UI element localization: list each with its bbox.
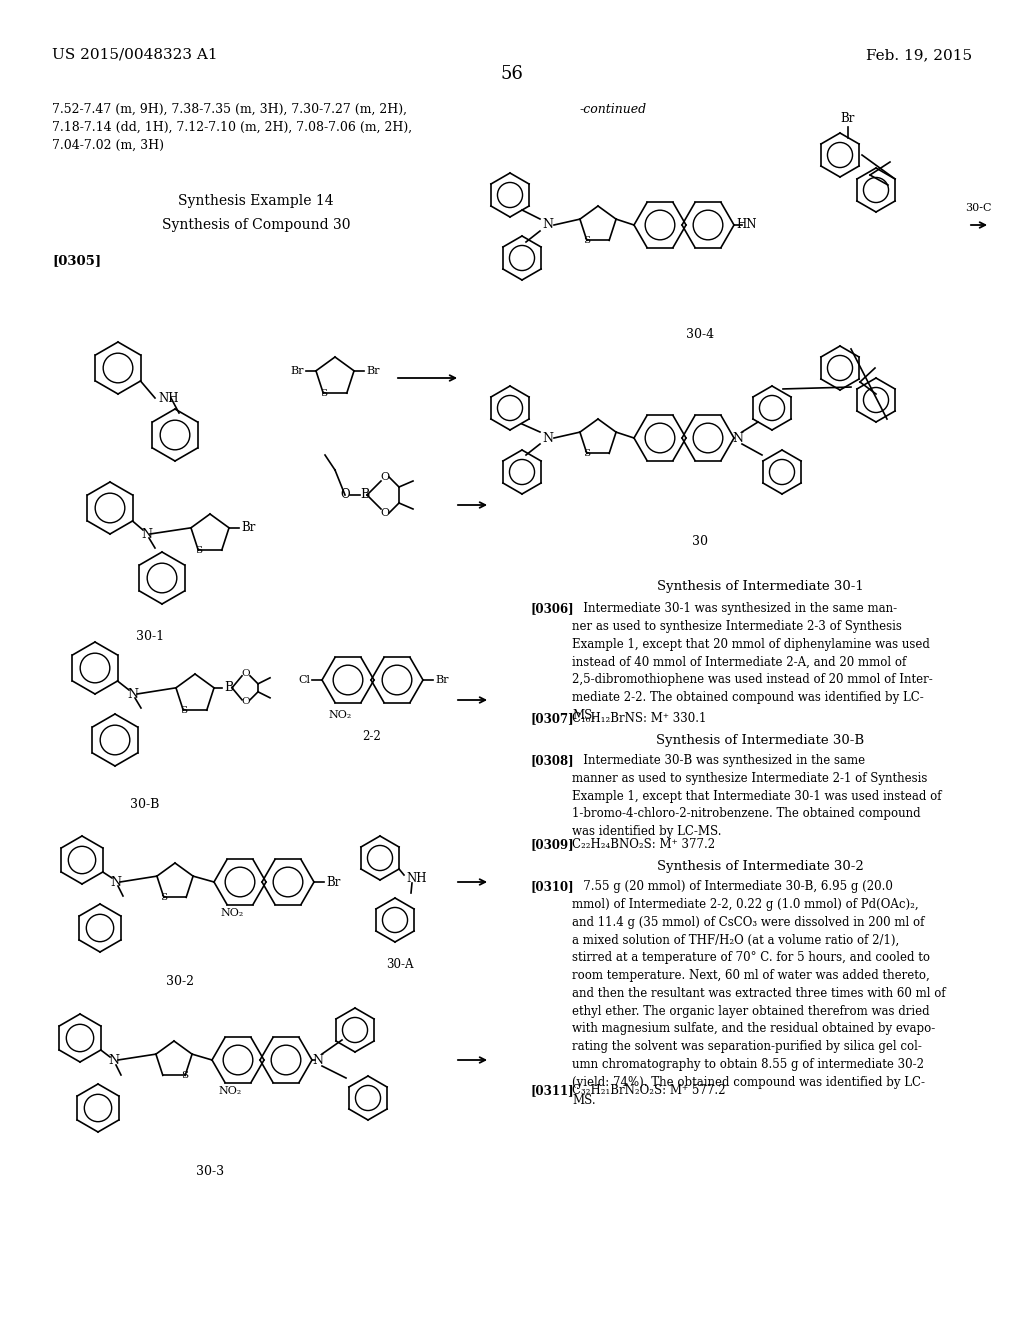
Text: S: S [161,892,167,902]
Text: Br: Br [435,675,449,685]
Text: 7.55 g (20 mmol) of Intermediate 30-B, 6.95 g (20.0
mmol) of Intermediate 2-2, 0: 7.55 g (20 mmol) of Intermediate 30-B, 6… [572,880,945,1106]
Text: N: N [543,432,554,445]
Text: C₂₂H₂₄BNO₂S: M⁺ 377.2: C₂₂H₂₄BNO₂S: M⁺ 377.2 [572,838,715,851]
Text: Cl: Cl [298,675,310,685]
Text: C₁₆H₁₂BrNS: M⁺ 330.1: C₁₆H₁₂BrNS: M⁺ 330.1 [572,711,707,725]
Text: 30-B: 30-B [130,799,160,810]
Text: [0310]: [0310] [530,880,573,894]
Text: N: N [141,528,153,540]
Text: 56: 56 [501,65,523,83]
Text: N: N [111,875,122,888]
Text: Br: Br [366,366,380,376]
Text: [0308]: [0308] [530,754,573,767]
Text: S: S [181,1071,188,1080]
Text: US 2015/0048323 A1: US 2015/0048323 A1 [52,48,218,62]
Text: O: O [381,508,389,517]
Text: [0311]: [0311] [530,1084,573,1097]
Text: C₃₂H₂₁BrN₂O₂S: M⁺ 577.2: C₃₂H₂₁BrN₂O₂S: M⁺ 577.2 [572,1084,725,1097]
Text: -continued: -continued [580,103,647,116]
Text: O: O [381,473,389,482]
Text: Intermediate 30-B was synthesized in the same
manner as used to synthesize Inter: Intermediate 30-B was synthesized in the… [572,754,941,838]
Text: O: O [340,488,350,502]
Text: Synthesis of Intermediate 30-1: Synthesis of Intermediate 30-1 [656,579,863,593]
Text: [0307]: [0307] [530,711,573,725]
Text: 30-4: 30-4 [686,327,714,341]
Text: HN: HN [736,219,757,231]
Text: 7.52-7.47 (m, 9H), 7.38-7.35 (m, 3H), 7.30-7.27 (m, 2H),
7.18-7.14 (dd, 1H), 7.1: 7.52-7.47 (m, 9H), 7.38-7.35 (m, 3H), 7.… [52,103,412,152]
Text: Synthesis of Compound 30: Synthesis of Compound 30 [162,218,350,232]
Text: S: S [584,449,591,458]
Text: B: B [224,681,233,694]
Text: Br: Br [841,111,855,124]
Text: S: S [195,545,202,554]
Text: N: N [128,688,138,701]
Text: 30-A: 30-A [386,958,414,972]
Text: 30-C: 30-C [965,203,991,213]
Text: 2-2: 2-2 [362,730,381,743]
Text: Synthesis of Intermediate 30-B: Synthesis of Intermediate 30-B [656,734,864,747]
Text: S: S [584,236,591,246]
Text: NO₂: NO₂ [329,710,351,719]
Text: S: S [179,706,186,714]
Text: N: N [109,1053,120,1067]
Text: 30: 30 [692,535,708,548]
Text: [0306]: [0306] [530,602,573,615]
Text: S: S [319,388,327,397]
Text: Br: Br [291,366,304,376]
Text: 30-2: 30-2 [166,975,194,987]
Text: NO₂: NO₂ [220,908,244,917]
Text: 30-1: 30-1 [136,630,164,643]
Text: NH: NH [158,392,178,404]
Text: N: N [732,432,743,445]
Text: [0309]: [0309] [530,838,573,851]
Text: N: N [312,1053,324,1067]
Text: Feb. 19, 2015: Feb. 19, 2015 [866,48,972,62]
Text: [0305]: [0305] [52,253,101,267]
Text: 30-3: 30-3 [196,1166,224,1177]
Text: N: N [543,219,554,231]
Text: Intermediate 30-1 was synthesized in the same man-
ner as used to synthesize Int: Intermediate 30-1 was synthesized in the… [572,602,933,722]
Text: B: B [360,488,370,502]
Text: NH: NH [406,871,427,884]
Text: Synthesis Example 14: Synthesis Example 14 [178,194,334,209]
Text: O: O [242,697,250,706]
Text: Br: Br [326,875,340,888]
Text: NO₂: NO₂ [218,1086,242,1096]
Text: O: O [242,669,250,678]
Text: Br: Br [241,521,255,535]
Text: Synthesis of Intermediate 30-2: Synthesis of Intermediate 30-2 [656,861,863,873]
